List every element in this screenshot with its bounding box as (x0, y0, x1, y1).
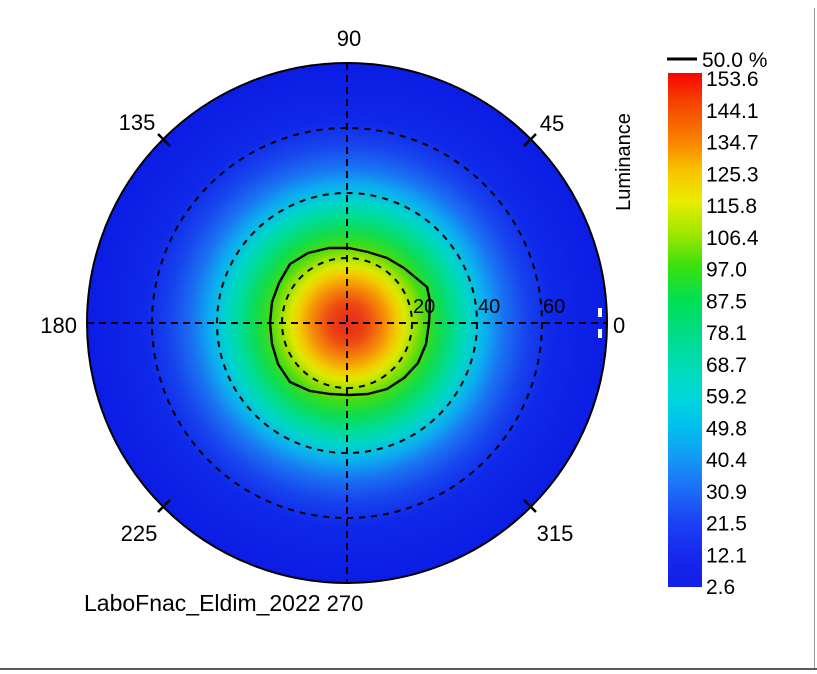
tick-135deg (157, 133, 171, 147)
colorbar-tick: 12.1 (706, 544, 747, 567)
window-bottom-edge (0, 668, 817, 670)
colorbar-tick: 78.1 (706, 322, 747, 345)
colorbar-tick: 59.2 (706, 386, 747, 409)
angle-label-225: 225 (121, 521, 158, 546)
colorbar-title: Luminance (613, 113, 635, 211)
angle-label-0: 0 (613, 313, 625, 338)
iso-contour-50pct (268, 246, 432, 397)
radial-label-40: 40 (478, 296, 500, 318)
angle-label-315: 315 (537, 521, 574, 546)
colorbar-tick: 40.4 (706, 449, 747, 472)
radial-label-20: 20 (413, 296, 435, 318)
colorbar-tick: 125.3 (706, 163, 759, 186)
colorbar-tick: 21.5 (706, 513, 747, 536)
colorbar-tick: 134.7 (706, 132, 759, 155)
colorbar-tick: 68.7 (706, 354, 747, 377)
colorbar-tick: 106.4 (706, 227, 759, 250)
colorbar-tick: 30.9 (706, 481, 747, 504)
angle-label-180: 180 (40, 313, 77, 338)
colorbar-tick: 49.8 (706, 417, 747, 440)
colorbar-tick: 2.6 (706, 576, 735, 599)
tick-225deg (157, 499, 171, 513)
angle-label-90: 90 (337, 26, 361, 51)
contour-marker-label: 50.0 % (702, 49, 767, 72)
angle-label-45: 45 (540, 111, 564, 136)
colorbar (668, 73, 702, 587)
window-right-edge (814, 8, 815, 668)
colorbar-tick: 153.6 (706, 68, 759, 91)
radial-label-60: 60 (543, 296, 565, 318)
colorbar-tick: 115.8 (706, 195, 757, 218)
colorbar-tick: 144.1 (706, 100, 759, 123)
tick-315deg (523, 499, 537, 513)
colorbar-tick: 87.5 (706, 290, 747, 313)
tick-45deg (523, 133, 537, 147)
angle-label-135: 135 (119, 110, 156, 135)
caption-text: LaboFnac_Eldim_2022 (84, 590, 321, 616)
angle-label-270: 270 (327, 591, 364, 616)
colorbar-tick: 97.0 (706, 259, 747, 282)
